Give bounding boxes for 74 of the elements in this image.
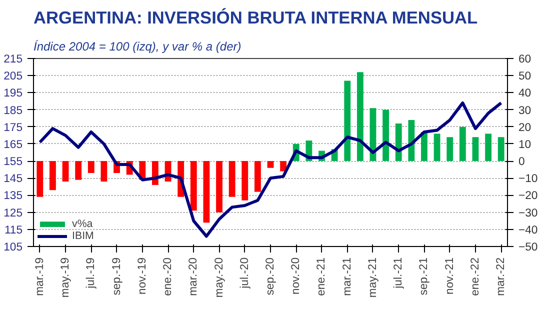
- x-tick-label: mar.-20: [188, 258, 200, 296]
- y-tick-label: 105: [4, 242, 23, 254]
- bar: [459, 126, 466, 162]
- y-tick-label: 165: [4, 138, 23, 151]
- bar: [62, 161, 69, 182]
- y2-tick-label: 50: [518, 70, 532, 83]
- bar: [498, 137, 504, 162]
- x-tick-label: ene.-21: [316, 258, 328, 296]
- y2-tick-label: 60: [518, 54, 532, 66]
- y2-tick-label: 40: [518, 88, 532, 100]
- bar: [421, 132, 428, 162]
- bar: [75, 161, 82, 180]
- x-tick-label: nov.-20: [290, 257, 302, 294]
- bar: [356, 72, 364, 162]
- bar: [100, 161, 108, 182]
- bar: [88, 161, 94, 174]
- x-tick-label: mar.-22: [495, 258, 508, 296]
- x-tick-label: nov.-21: [444, 257, 456, 294]
- y-tick-label: 155: [4, 156, 23, 168]
- y2-tick-label: −40: [518, 224, 538, 236]
- bar: [472, 137, 479, 162]
- y-tick-label: 185: [4, 104, 23, 117]
- bar: [382, 110, 389, 162]
- bar: [485, 134, 492, 162]
- y2-tick-label: 10: [518, 138, 532, 151]
- bar: [408, 120, 415, 162]
- x-tick-label: jul.-19: [85, 257, 98, 290]
- x-tick-label: ene.-22: [469, 258, 482, 296]
- y2-tick-label: 30: [518, 104, 532, 117]
- x-tick-label: may.-21: [366, 257, 379, 298]
- x-tick-label: may.-19: [60, 257, 72, 298]
- y-tick-label: 135: [4, 190, 23, 202]
- bar: [228, 161, 236, 197]
- bar: [50, 161, 56, 190]
- bar: [36, 161, 44, 197]
- x-tick-label: sep.-20: [264, 257, 276, 296]
- bar: [203, 161, 210, 223]
- y-tick-label: 205: [4, 70, 23, 83]
- legend-label: v%a: [72, 218, 93, 230]
- x-tick-label: nov.-19: [136, 257, 148, 294]
- x-tick-label: sep.-21: [418, 257, 430, 296]
- bar: [344, 80, 351, 162]
- y2-tick-label: 0: [518, 156, 525, 168]
- x-tick-label: mar.-19: [34, 258, 46, 296]
- x-tick-label: jul.-21: [392, 257, 405, 290]
- bar: [395, 123, 402, 162]
- y2-tick-label: −20: [518, 190, 538, 202]
- y-tick-label: 125: [4, 207, 23, 220]
- y-tick-label: 215: [4, 54, 23, 66]
- bar: [446, 137, 454, 162]
- y-tick-label: 175: [4, 122, 23, 134]
- bar: [254, 161, 261, 192]
- line-series: [38, 101, 503, 238]
- bar: [434, 134, 440, 162]
- x-tick-label: ene.-20: [162, 258, 174, 296]
- x-tick-label: sep.-19: [110, 257, 123, 296]
- y2-tick-label: 20: [518, 122, 532, 134]
- bar: [267, 161, 274, 168]
- x-tick-label: mar.-21: [341, 258, 354, 296]
- y-tick-label: 195: [4, 88, 23, 100]
- chart-title: ARGENTINA: INVERSIÓN BRUTA INTERNA MENSUAL: [34, 8, 478, 28]
- bar: [242, 161, 248, 200]
- y-tick-label: 145: [4, 173, 23, 186]
- bar: [280, 161, 287, 172]
- y2-tick-label: −10: [518, 173, 538, 186]
- y2-tick-label: −50: [518, 242, 538, 254]
- x-tick-label: may.-20: [213, 257, 226, 298]
- y-tick-label: 115: [4, 224, 23, 236]
- x-tick-label: jul.-20: [238, 257, 251, 290]
- legend-label: IBIM: [72, 230, 94, 242]
- y2-tick-label: −30: [518, 207, 538, 220]
- bar: [216, 161, 222, 212]
- bar: [190, 161, 197, 211]
- chart-subtitle: Índice 2004 = 100 (izq), y var % a (der): [34, 40, 242, 54]
